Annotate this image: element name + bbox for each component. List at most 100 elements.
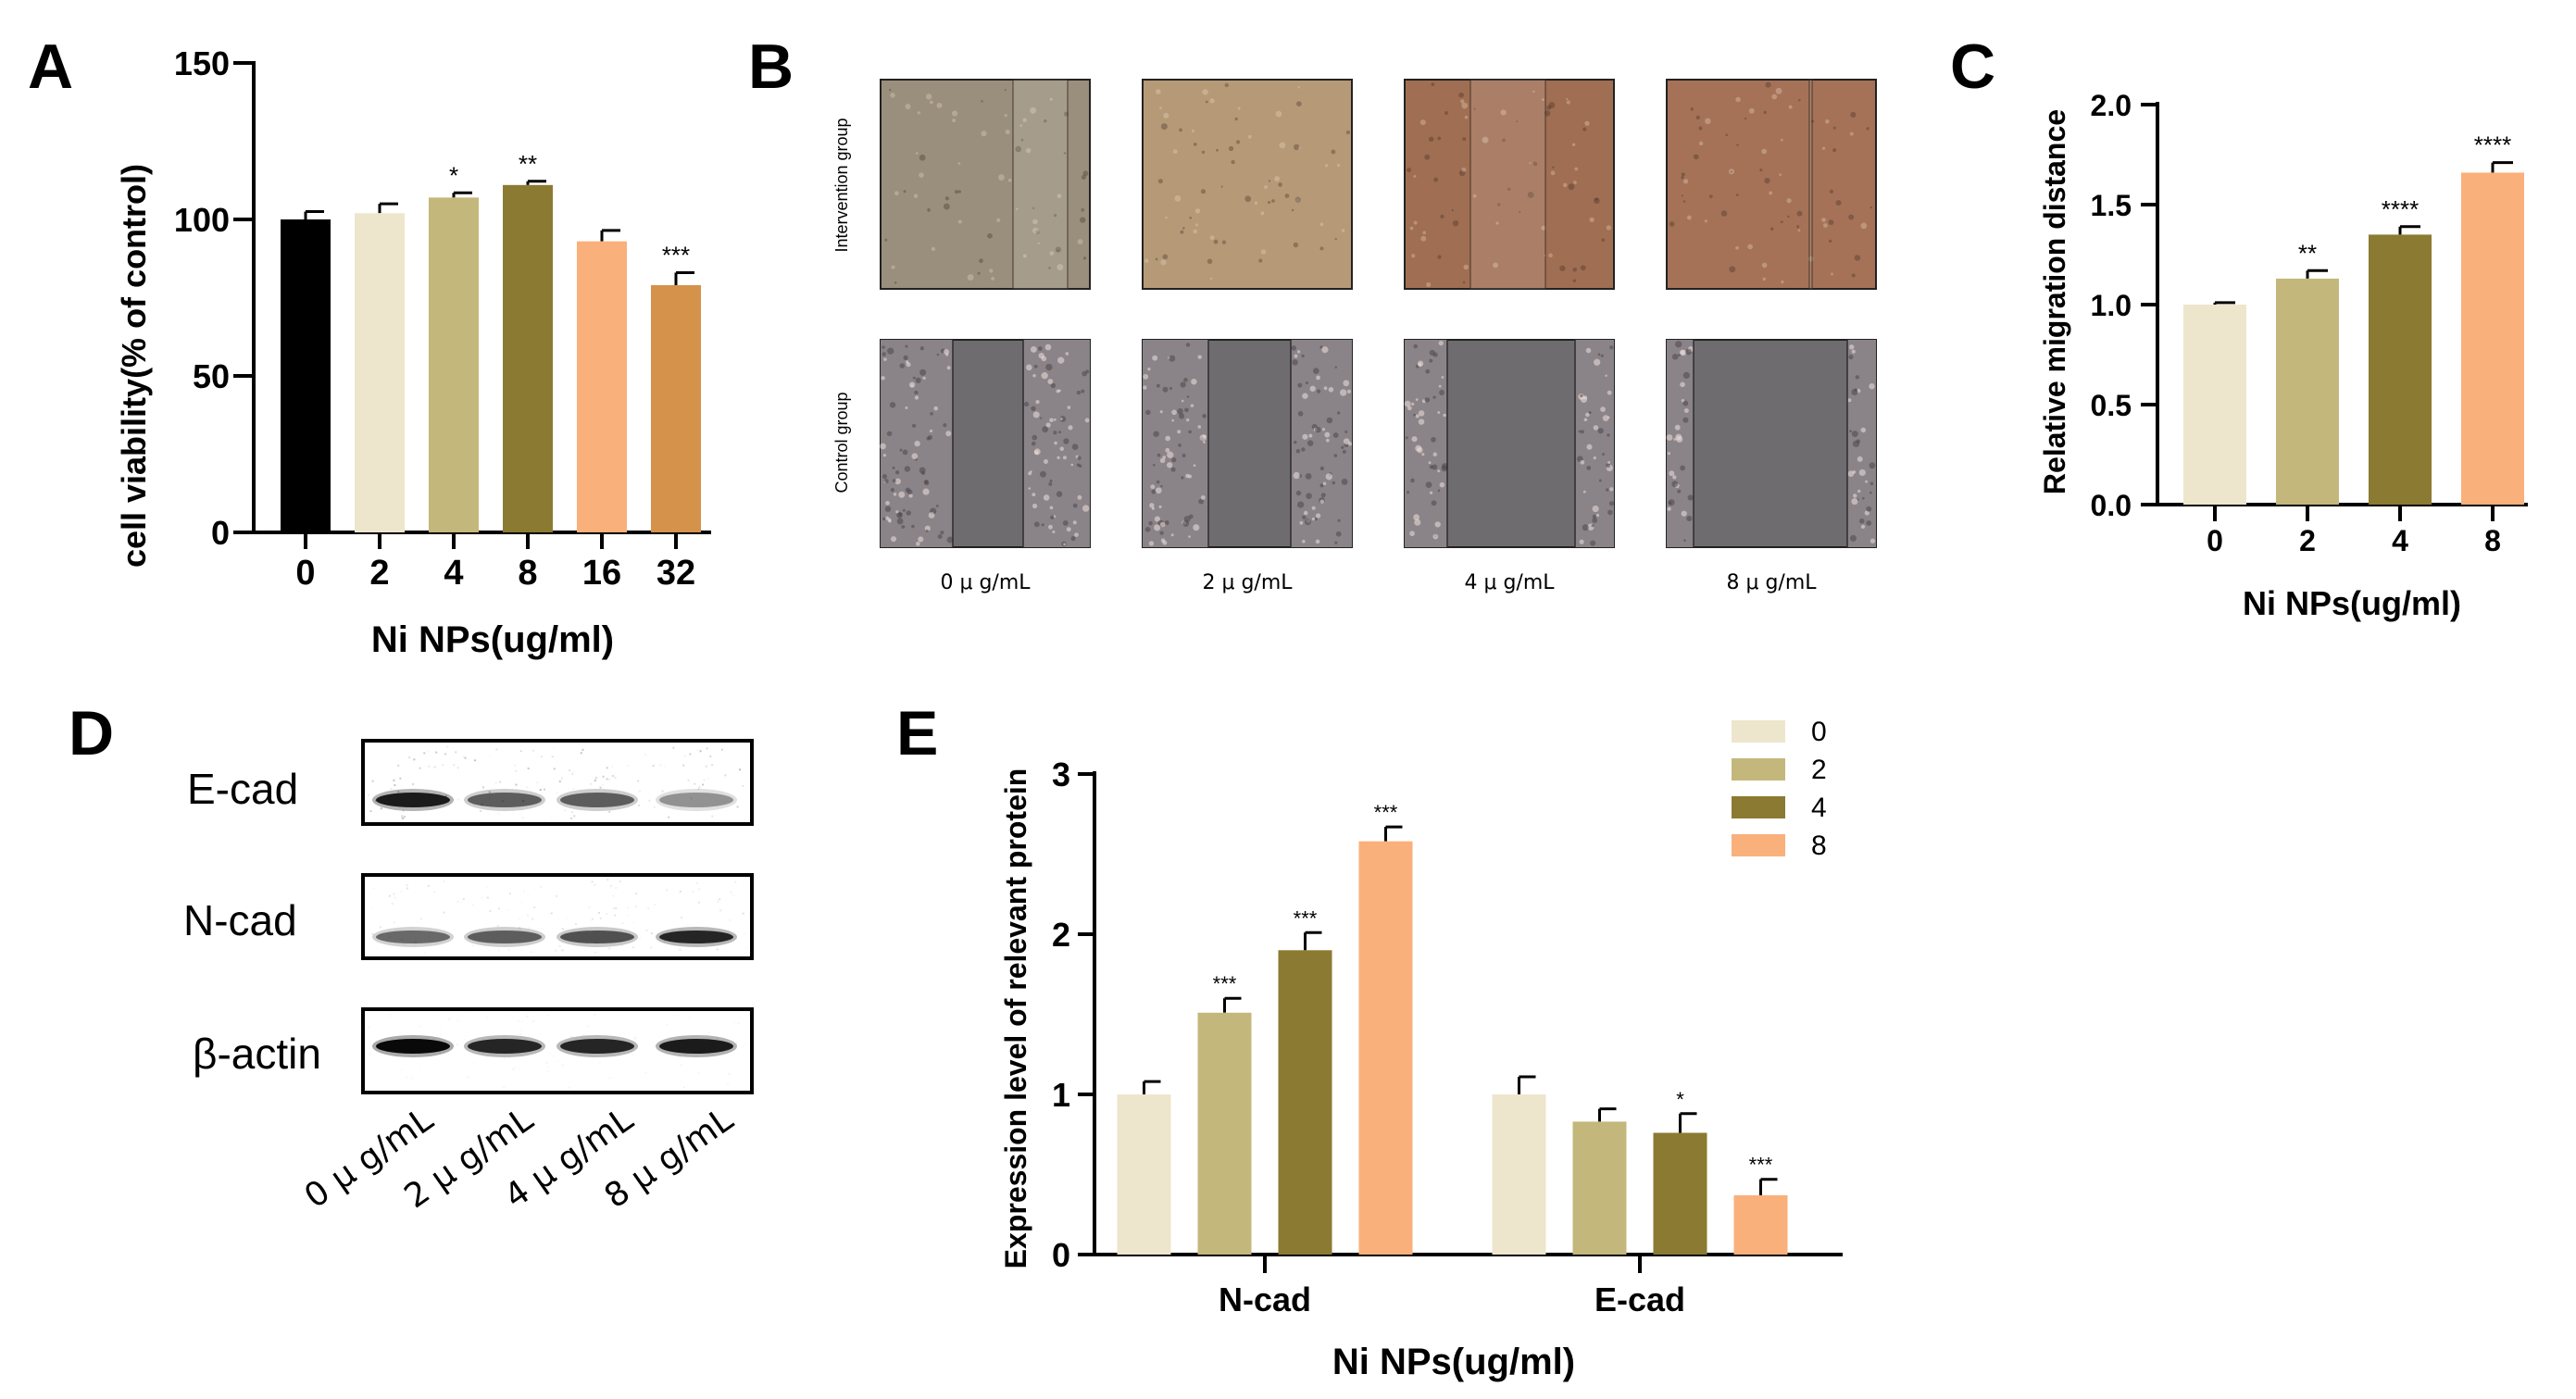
cell-speck [1177,430,1182,434]
cell-speck [1424,397,1431,403]
blot-noise [399,777,402,780]
cell-speck [1411,436,1418,443]
cell-speck [981,100,983,103]
blot-noise [601,783,604,786]
cell-speck [1566,98,1569,101]
significance-label: **** [2382,195,2419,223]
cell-speck [1832,126,1836,130]
cell-speck [1164,520,1169,526]
blot-noise [594,951,597,954]
cell-speck [1798,98,1801,102]
blot-noise [507,909,509,911]
chart-e-xaxis [1093,1253,1843,1273]
chart-a-ytick: 0 [211,514,230,552]
blot-noise [526,1015,529,1018]
blot-noise [540,885,543,888]
cell-speck [1342,449,1346,454]
cell-speck [1171,457,1177,463]
blot-noise [606,879,609,881]
cell-speck [1438,384,1442,388]
blot-noise [561,1064,564,1067]
cell-speck [1319,466,1325,471]
cell-speck [1044,119,1047,123]
cell-speck [1413,514,1420,521]
cell-speck [1291,345,1297,351]
cell-speck [1343,380,1350,387]
cell-speck [1221,240,1227,244]
cell-speck [1005,129,1010,134]
blot-noise [730,904,732,906]
cell-speck [1308,433,1313,438]
cell-speck [1678,354,1681,356]
x-tick-label: 0 [295,554,315,593]
blot-noise [531,918,534,920]
cell-speck [1030,106,1037,114]
cell-speck [1032,434,1038,441]
cell-speck [1325,438,1330,443]
cell-speck [1188,474,1193,479]
cell-speck [1425,368,1431,374]
cell-speck [1797,229,1801,232]
blot-noise [736,806,739,808]
cell-speck [1085,369,1090,374]
blot-noise [582,1033,585,1036]
cell-speck [945,431,952,437]
blot-noise [543,910,544,912]
blot-noise [701,778,703,780]
chart-c-ytick: 1.5 [2091,189,2132,222]
cell-speck [1279,142,1286,149]
cell-speck [1284,194,1290,198]
blot-noise [486,896,489,899]
blot-noise [556,818,558,819]
cell-speck [1224,82,1229,88]
cell-speck [1607,509,1613,516]
cell-speck [915,152,919,155]
cell-speck [1594,197,1600,205]
cell-speck [1070,536,1076,542]
cell-speck [1495,221,1499,225]
blot-noise [455,751,457,754]
x-tick-label: 2 [369,554,389,593]
cell-speck [1159,521,1166,528]
blot-noise [557,1060,559,1062]
blot-noise [394,896,396,899]
cell-speck [1439,390,1445,396]
wound-band [1809,80,1812,289]
panel-b-col-label: 0 μ g/mL [940,571,1031,594]
blot-noise [568,1086,570,1089]
bar [2183,305,2246,505]
cell-speck [981,131,987,137]
cell-speck [1165,435,1170,442]
cell-speck [1162,254,1169,260]
blot-band [659,931,733,943]
cell-speck [1304,518,1311,526]
panel-d-blots [361,739,754,1094]
blot-noise [507,949,510,952]
blot-noise [527,894,529,896]
blot-noise [550,912,553,915]
blot-noise [474,759,477,762]
cell-speck [1410,478,1415,483]
cell-speck [1171,418,1174,422]
blot-noise [471,904,474,906]
cell-speck [1077,456,1082,460]
cell-speck [1070,463,1074,467]
cell-speck [1572,279,1577,282]
cell-speck [1851,431,1858,438]
blot-noise [499,781,502,783]
blot-noise [599,786,602,789]
cell-speck [1682,417,1689,423]
cell-speck [1150,484,1156,490]
blot-noise [705,765,707,768]
blot-noise [540,1032,542,1034]
cell-speck [1682,200,1686,203]
cell-speck [936,102,943,108]
blot-noise [553,768,556,770]
cell-speck [1293,242,1299,248]
cell-speck [902,508,906,512]
cell-speck [1319,483,1324,488]
cell-speck [1183,378,1188,382]
cell-speck [957,190,961,194]
blot-noise [597,911,600,914]
blot-noise [574,923,577,926]
